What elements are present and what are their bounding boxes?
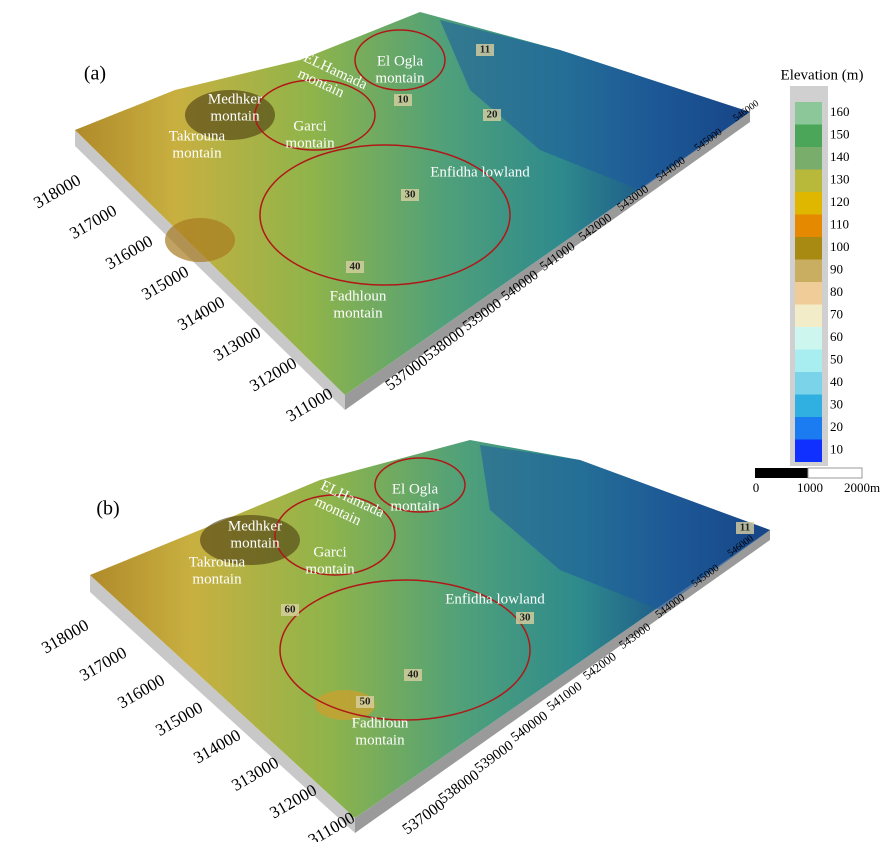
y-tick-label: 314000 xyxy=(190,725,244,767)
legend-label: 100 xyxy=(830,239,850,254)
place-name: montain xyxy=(230,535,280,551)
legend-swatch xyxy=(795,417,822,440)
legend-swatch xyxy=(795,372,822,395)
place-name: montain xyxy=(333,305,383,321)
y-tick-label: 317000 xyxy=(76,643,130,685)
y-tick-label: 311000 xyxy=(305,808,358,842)
contour-label: 40 xyxy=(350,261,362,273)
y-tick-label: 315000 xyxy=(152,698,206,740)
legend-label: 80 xyxy=(830,284,843,299)
x-tick-label: 538000 xyxy=(435,766,482,807)
legend-swatch xyxy=(795,215,822,238)
panel-label: (a) xyxy=(84,63,106,85)
contour-label: 11 xyxy=(480,44,490,56)
place-name: Medhker xyxy=(208,91,262,107)
legend-swatch xyxy=(795,125,822,148)
place-name: Enfidha lowland xyxy=(430,164,530,180)
legend-label: 30 xyxy=(830,397,843,412)
legend-swatch xyxy=(795,237,822,260)
legend-swatch xyxy=(795,192,822,215)
place-name: montain xyxy=(172,145,222,161)
y-tick-label: 318000 xyxy=(30,170,84,212)
place-name: montain xyxy=(390,498,440,514)
contour-label: 30 xyxy=(520,612,532,624)
y-tick-label: 316000 xyxy=(102,231,156,273)
legend-label: 20 xyxy=(830,419,843,434)
place-name: montain xyxy=(210,108,260,124)
place-name: Takrouna xyxy=(189,554,246,570)
place-name: Fadhloun xyxy=(330,288,387,304)
contour-label: 40 xyxy=(408,669,420,681)
legend-swatch xyxy=(795,395,822,418)
legend-label: 50 xyxy=(830,352,843,367)
y-tick-label: 313000 xyxy=(210,323,264,365)
y-tick-label: 312000 xyxy=(246,353,300,395)
y-tick-label: 315000 xyxy=(138,262,192,304)
legend-swatch xyxy=(795,147,822,170)
place-name: montain xyxy=(305,561,355,577)
scale-segment xyxy=(808,468,862,478)
y-tick-label: 318000 xyxy=(38,615,92,657)
y-tick-label: 311000 xyxy=(283,384,336,426)
legend-label: 130 xyxy=(830,172,850,187)
scale-label: 1000 xyxy=(797,480,823,495)
contour-label: 11 xyxy=(740,522,750,534)
legend: Elevation (m) xyxy=(781,67,864,466)
legend-title: Elevation (m) xyxy=(781,67,864,83)
legend-label: 70 xyxy=(830,307,843,322)
scale-label: 0 xyxy=(753,480,760,495)
y-tick-label: 316000 xyxy=(114,670,168,712)
place-name: Garci xyxy=(293,118,326,134)
place-name: montain xyxy=(375,70,425,86)
y-tick-label: 314000 xyxy=(174,292,228,334)
contour-label: 30 xyxy=(405,189,417,201)
legend-label: 160 xyxy=(830,104,850,119)
scale-segment xyxy=(755,468,808,478)
scale-bar xyxy=(755,468,862,478)
legend-label: 140 xyxy=(830,149,850,164)
place-name: Fadhloun xyxy=(352,715,409,731)
place-name: Enfidha lowland xyxy=(445,591,545,607)
place-name: El Ogla xyxy=(392,481,439,497)
legend-label: 120 xyxy=(830,194,850,209)
legend-swatch xyxy=(795,260,822,283)
contour-label: 10 xyxy=(398,94,410,106)
legend-label: 60 xyxy=(830,329,843,344)
legend-swatch xyxy=(795,350,822,373)
contour-label: 60 xyxy=(285,604,297,616)
panel-label: (b) xyxy=(96,498,119,520)
figure: Elevation (m) 16015014013012011010090807… xyxy=(0,0,894,842)
legend-swatch xyxy=(795,327,822,350)
place-name: montain xyxy=(355,732,405,748)
place-name: Garci xyxy=(313,544,346,560)
legend-swatch xyxy=(795,282,822,305)
hill xyxy=(165,218,235,262)
scale-label: 2000m xyxy=(844,480,880,495)
contour-label: 20 xyxy=(487,109,499,121)
y-tick-label: 313000 xyxy=(228,753,282,795)
legend-swatch xyxy=(795,440,822,463)
legend-label: 10 xyxy=(830,442,843,457)
legend-label: 40 xyxy=(830,374,843,389)
legend-label: 150 xyxy=(830,127,850,142)
legend-swatch xyxy=(795,102,822,125)
terrain-surface xyxy=(75,12,750,395)
legend-label: 90 xyxy=(830,262,843,277)
y-tick-label: 312000 xyxy=(266,780,320,822)
place-name: montain xyxy=(192,571,242,587)
legend-swatch xyxy=(795,170,822,193)
place-name: Takrouna xyxy=(169,128,226,144)
legend-label: 110 xyxy=(830,217,849,232)
contour-label: 50 xyxy=(360,696,372,708)
legend-swatch xyxy=(795,305,822,328)
place-name: El Ogla xyxy=(377,53,424,69)
place-name: Medhker xyxy=(228,518,282,534)
y-tick-label: 317000 xyxy=(66,201,120,243)
place-name: montain xyxy=(285,135,335,151)
